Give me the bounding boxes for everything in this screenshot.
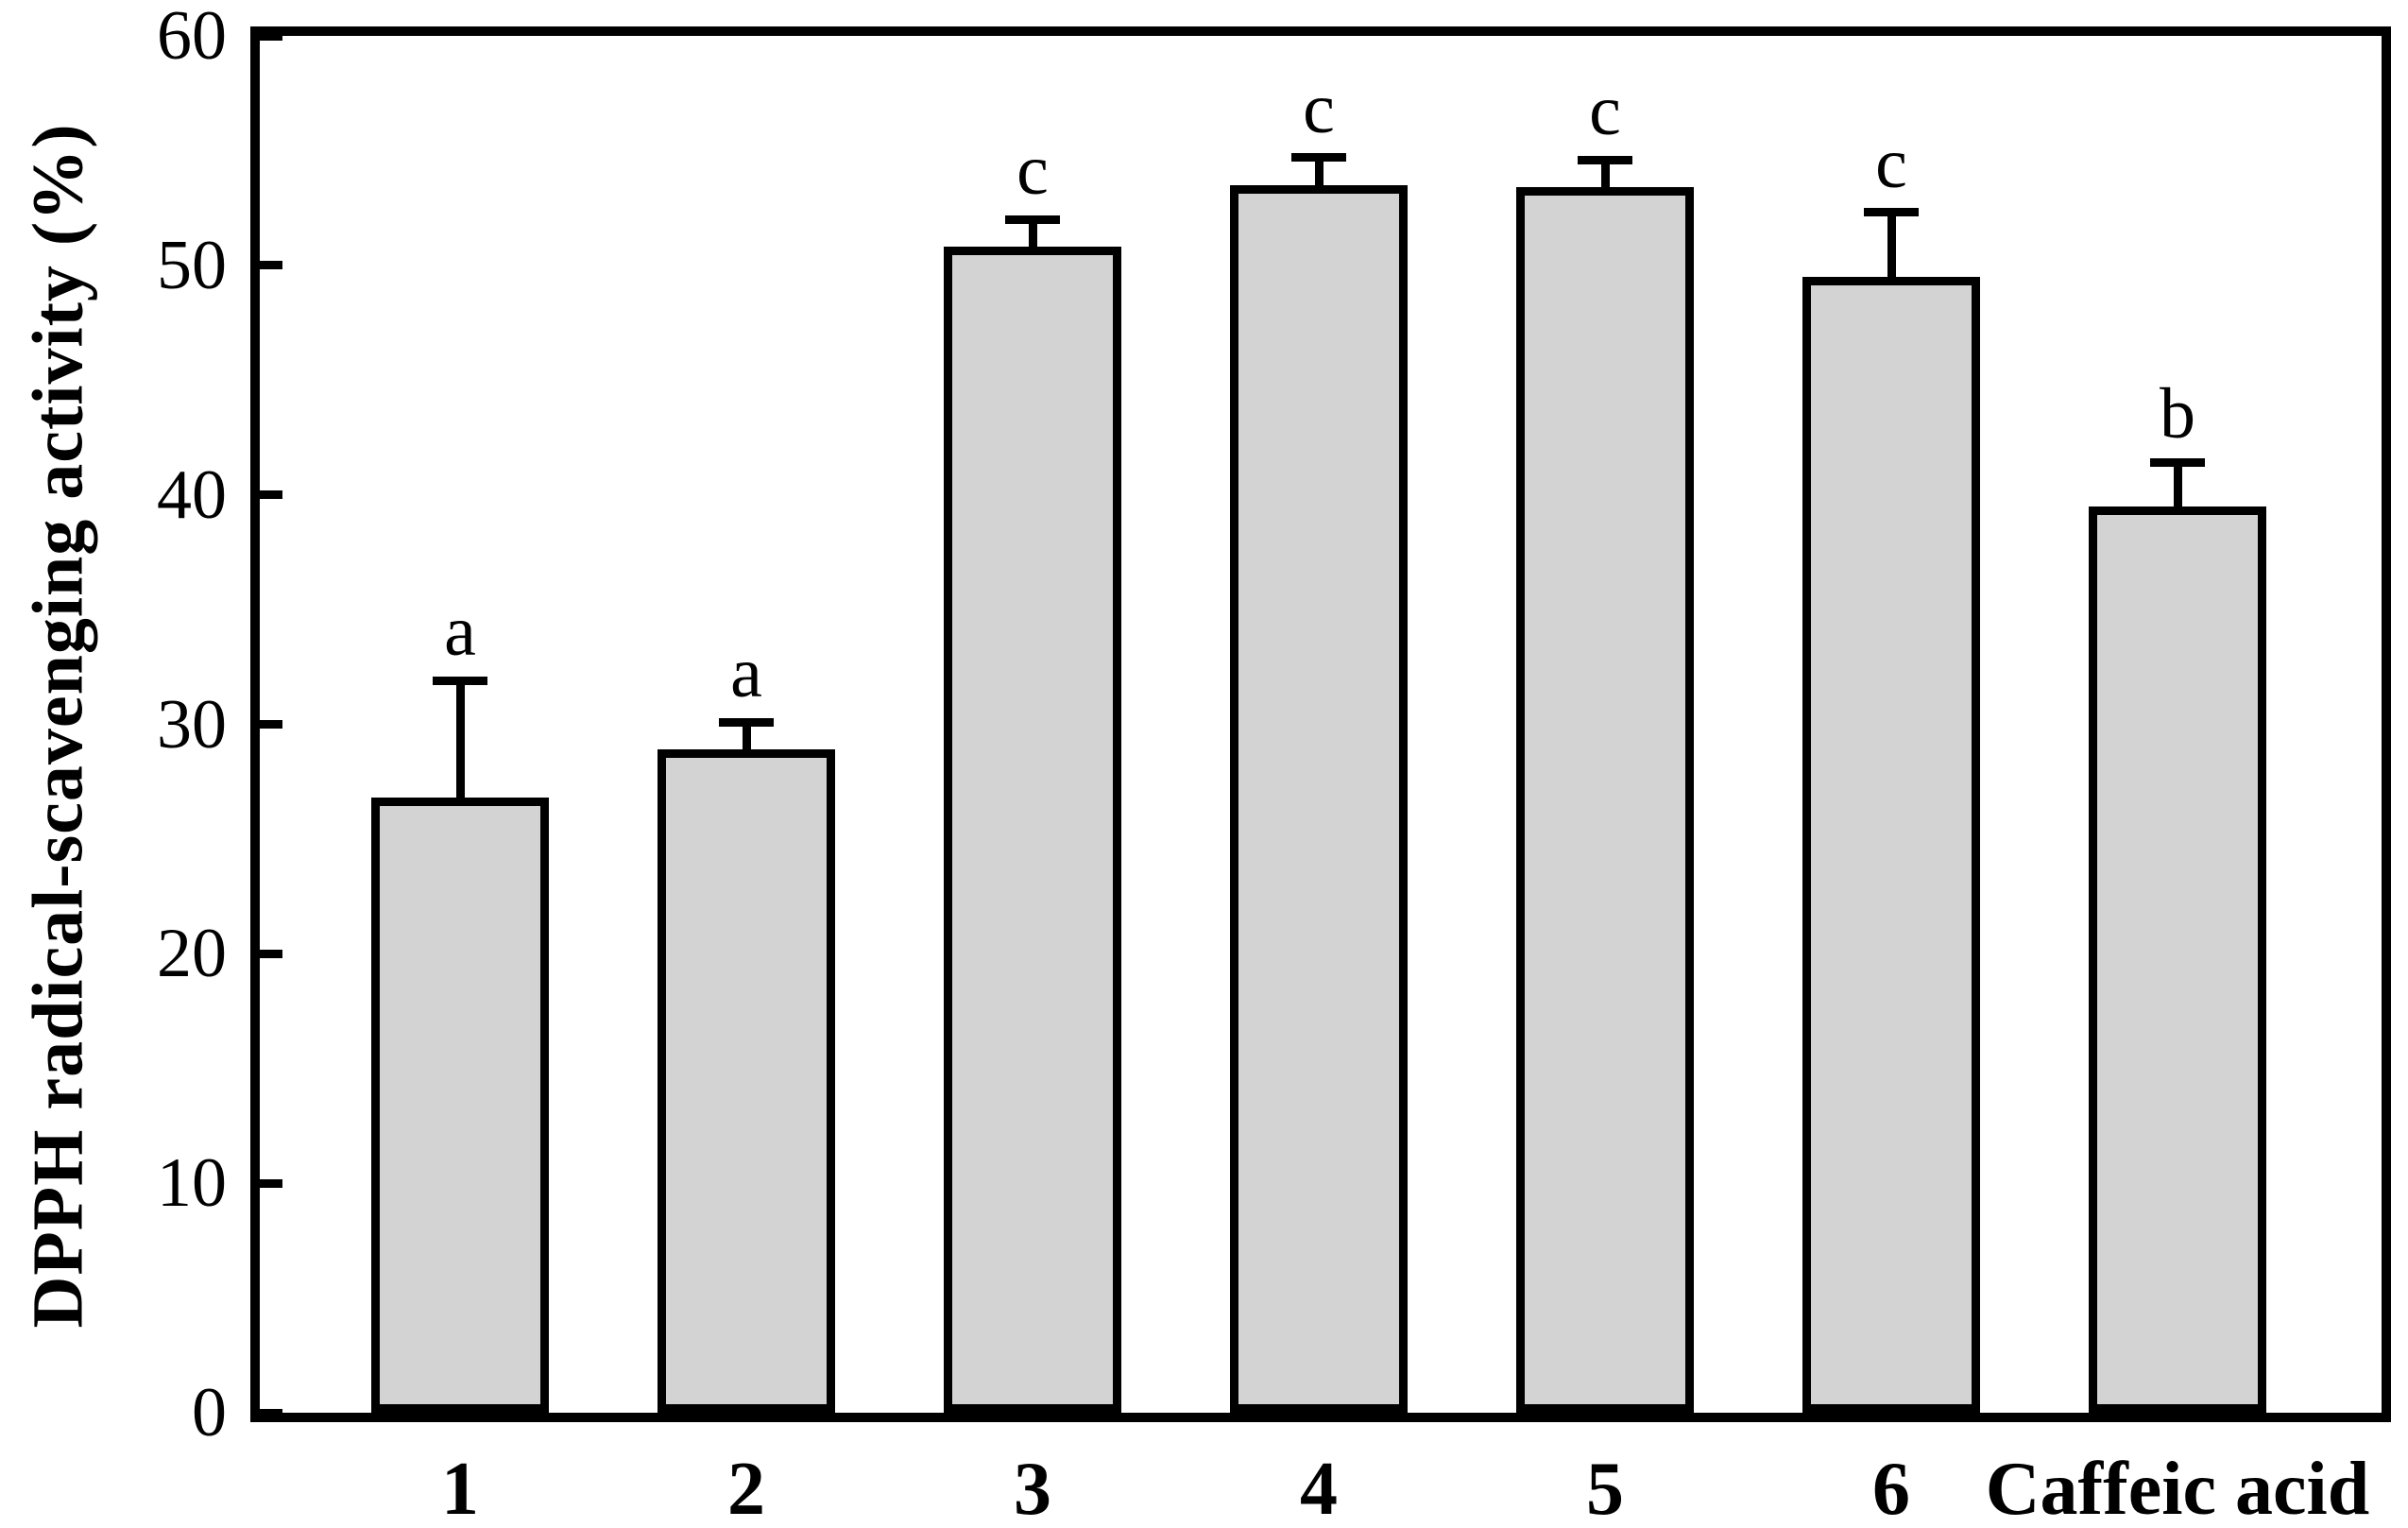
error-bar-stem-6 [1887, 212, 1896, 281]
significance-letter-2: a [730, 633, 762, 713]
error-bar-cap-Caffeic acid [2150, 458, 2205, 468]
x-axis-label-3: 3 [1014, 1448, 1051, 1528]
error-bar-stem-2 [742, 722, 751, 754]
x-axis-label-2: 2 [727, 1448, 765, 1528]
significance-letter-Caffeic acid: b [2160, 373, 2195, 454]
bar-Caffeic acid [2089, 506, 2266, 1413]
y-tick-label-30: 30 [157, 685, 227, 764]
x-axis-label-1: 1 [441, 1448, 479, 1528]
significance-letter-6: c [1875, 123, 1907, 203]
x-axis-label-6: 6 [1872, 1448, 1910, 1528]
x-axis-label-Caffeic acid: Caffeic acid [1985, 1448, 2370, 1528]
y-tick-label-40: 40 [157, 455, 227, 534]
significance-letter-4: c [1303, 68, 1335, 148]
bar-6 [1802, 276, 1980, 1413]
y-tick-label-10: 10 [157, 1144, 227, 1223]
error-bar-stem-5 [1600, 160, 1610, 192]
bar-1 [371, 798, 549, 1413]
significance-letter-3: c [1016, 130, 1049, 211]
error-bar-stem-1 [455, 680, 465, 802]
error-bar-stem-Caffeic acid [2173, 462, 2182, 510]
bar-2 [658, 749, 835, 1413]
x-axis-label-4: 4 [1300, 1448, 1338, 1528]
error-bar-stem-3 [1028, 219, 1037, 251]
error-bar-cap-3 [1005, 215, 1060, 224]
y-tick-30 [260, 720, 282, 729]
significance-letter-5: c [1589, 71, 1621, 151]
error-bar-cap-2 [719, 717, 774, 727]
error-bar-cap-5 [1578, 155, 1632, 164]
error-bar-cap-1 [433, 676, 487, 685]
y-tick-40 [260, 490, 282, 500]
y-tick-0 [260, 1408, 282, 1417]
y-tick-label-20: 20 [157, 915, 227, 993]
y-tick-10 [260, 1178, 282, 1188]
bar-4 [1230, 184, 1408, 1413]
x-axis-label-5: 5 [1586, 1448, 1624, 1528]
significance-letter-1: a [444, 592, 476, 672]
y-tick-60 [260, 31, 282, 41]
bar-5 [1516, 187, 1694, 1413]
error-bar-cap-6 [1864, 208, 1919, 217]
bar-3 [944, 247, 1121, 1413]
error-bar-cap-4 [1291, 153, 1346, 163]
error-bar-stem-4 [1314, 157, 1324, 189]
y-tick-50 [260, 261, 282, 270]
y-tick-label-60: 60 [157, 0, 227, 75]
y-tick-label-0: 0 [192, 1374, 227, 1451]
y-tick-20 [260, 949, 282, 958]
y-tick-label-50: 50 [157, 226, 227, 304]
